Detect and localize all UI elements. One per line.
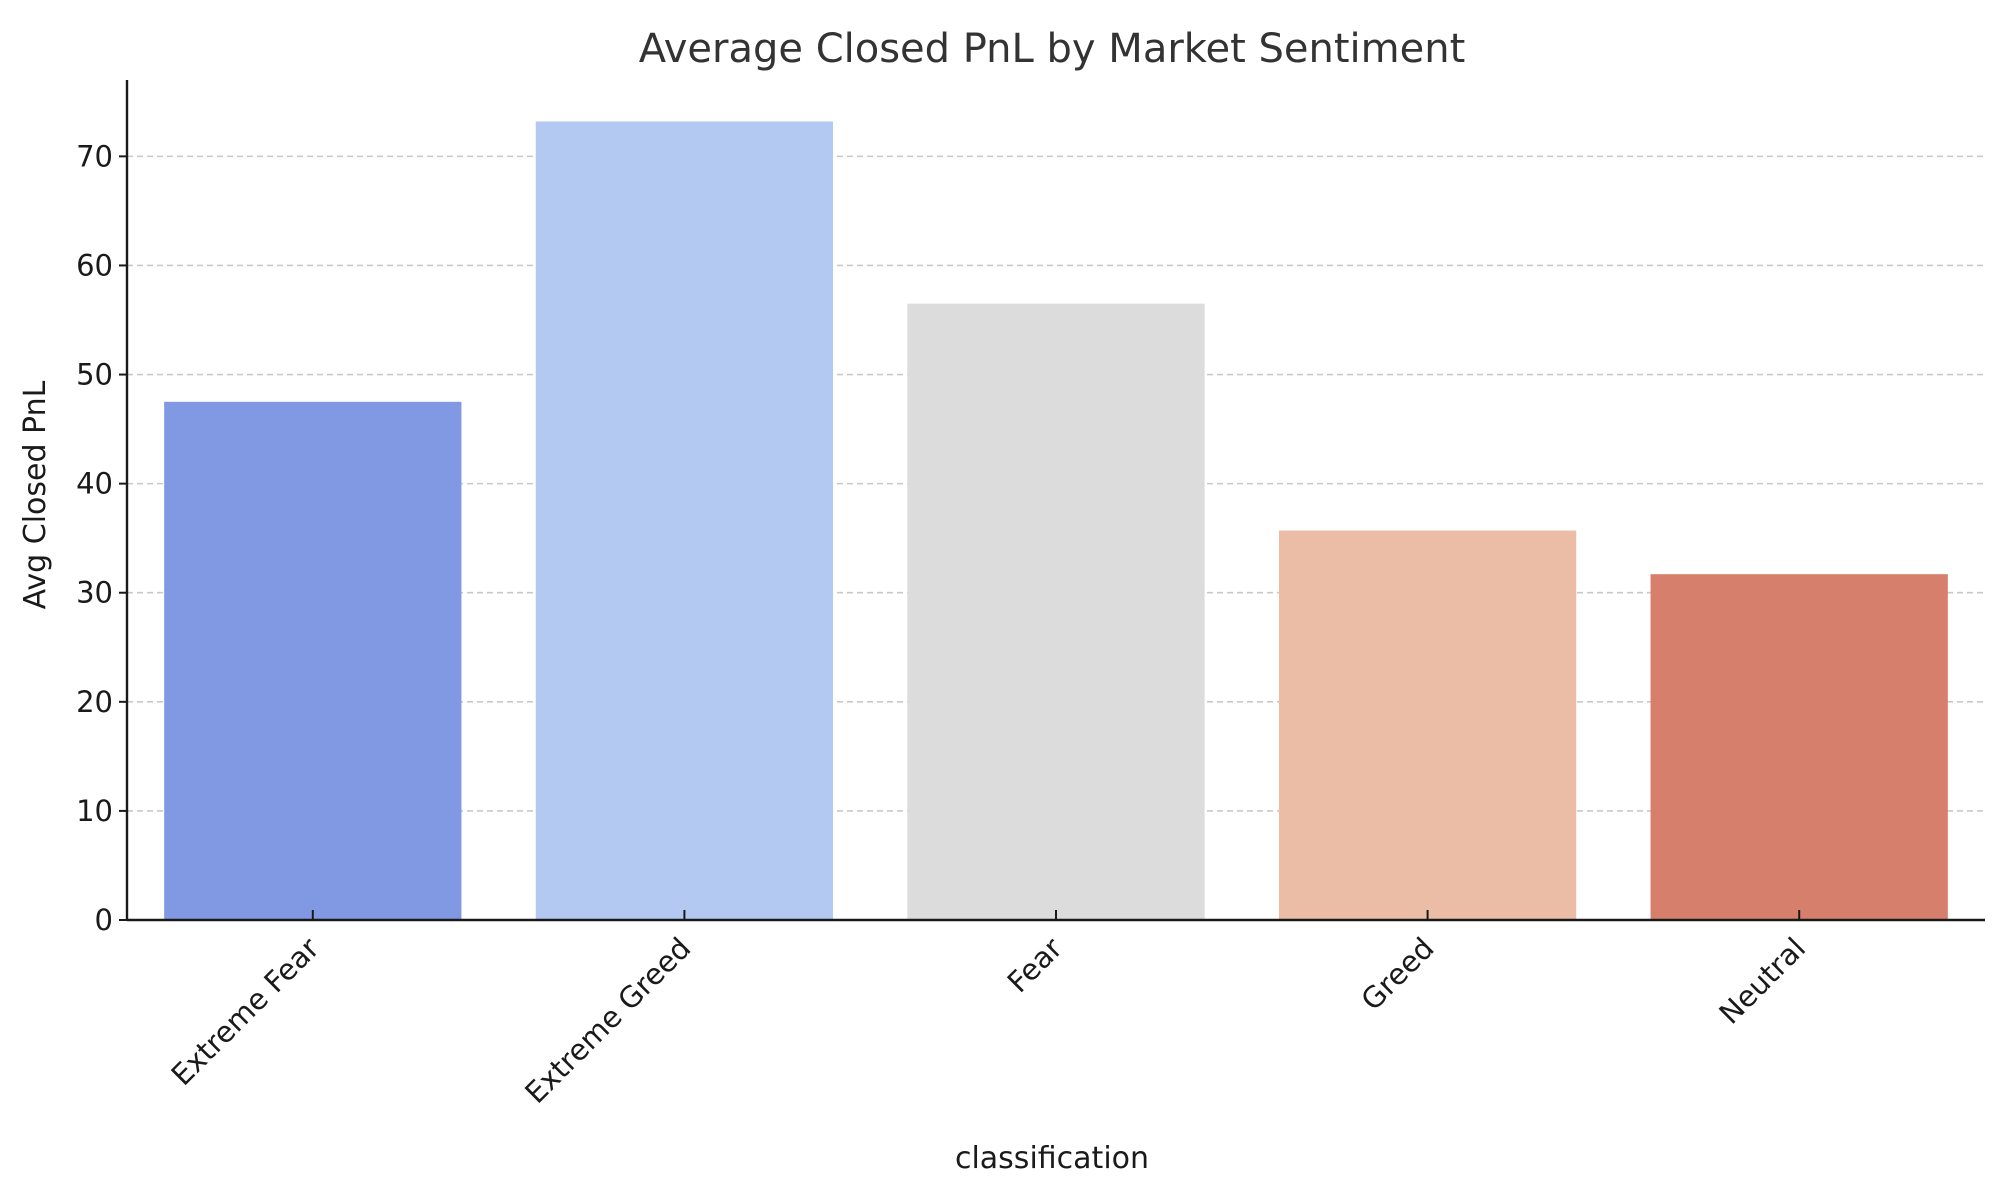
x-tick-label: Extreme Fear xyxy=(165,931,326,1092)
bar-neutral xyxy=(1650,574,1948,920)
x-axis: Extreme Fear Extreme Greed Fear Greed Neutra… xyxy=(127,910,1985,1110)
y-tick-label: 20 xyxy=(76,685,113,719)
y-axis-title: Avg Closed PnL xyxy=(18,380,53,609)
x-tick-label: Extreme Greed xyxy=(518,931,697,1110)
bars xyxy=(164,121,1948,921)
bar-fear xyxy=(907,303,1205,920)
y-tick-label: 40 xyxy=(76,467,113,501)
y-tick-label: 10 xyxy=(76,794,113,828)
x-tick-label: Greed xyxy=(1354,931,1440,1017)
x-axis-title: classification xyxy=(955,1141,1149,1176)
y-tick-label: 60 xyxy=(76,248,113,282)
y-axis: 0 10 20 30 40 50 60 70 xyxy=(76,80,129,937)
y-tick-label: 70 xyxy=(76,139,113,173)
y-tick-label: 0 xyxy=(95,903,113,937)
bar-greed xyxy=(1278,530,1577,920)
chart-title: Average Closed PnL by Market Sentiment xyxy=(639,26,1466,72)
bar-extreme-greed xyxy=(535,121,834,921)
x-tick-label: Neutral xyxy=(1712,931,1812,1031)
x-tick-label: Fear xyxy=(1001,931,1069,999)
bar-extreme-fear xyxy=(164,401,462,920)
y-tick-label: 30 xyxy=(76,576,113,610)
y-tick-label: 50 xyxy=(76,358,113,392)
